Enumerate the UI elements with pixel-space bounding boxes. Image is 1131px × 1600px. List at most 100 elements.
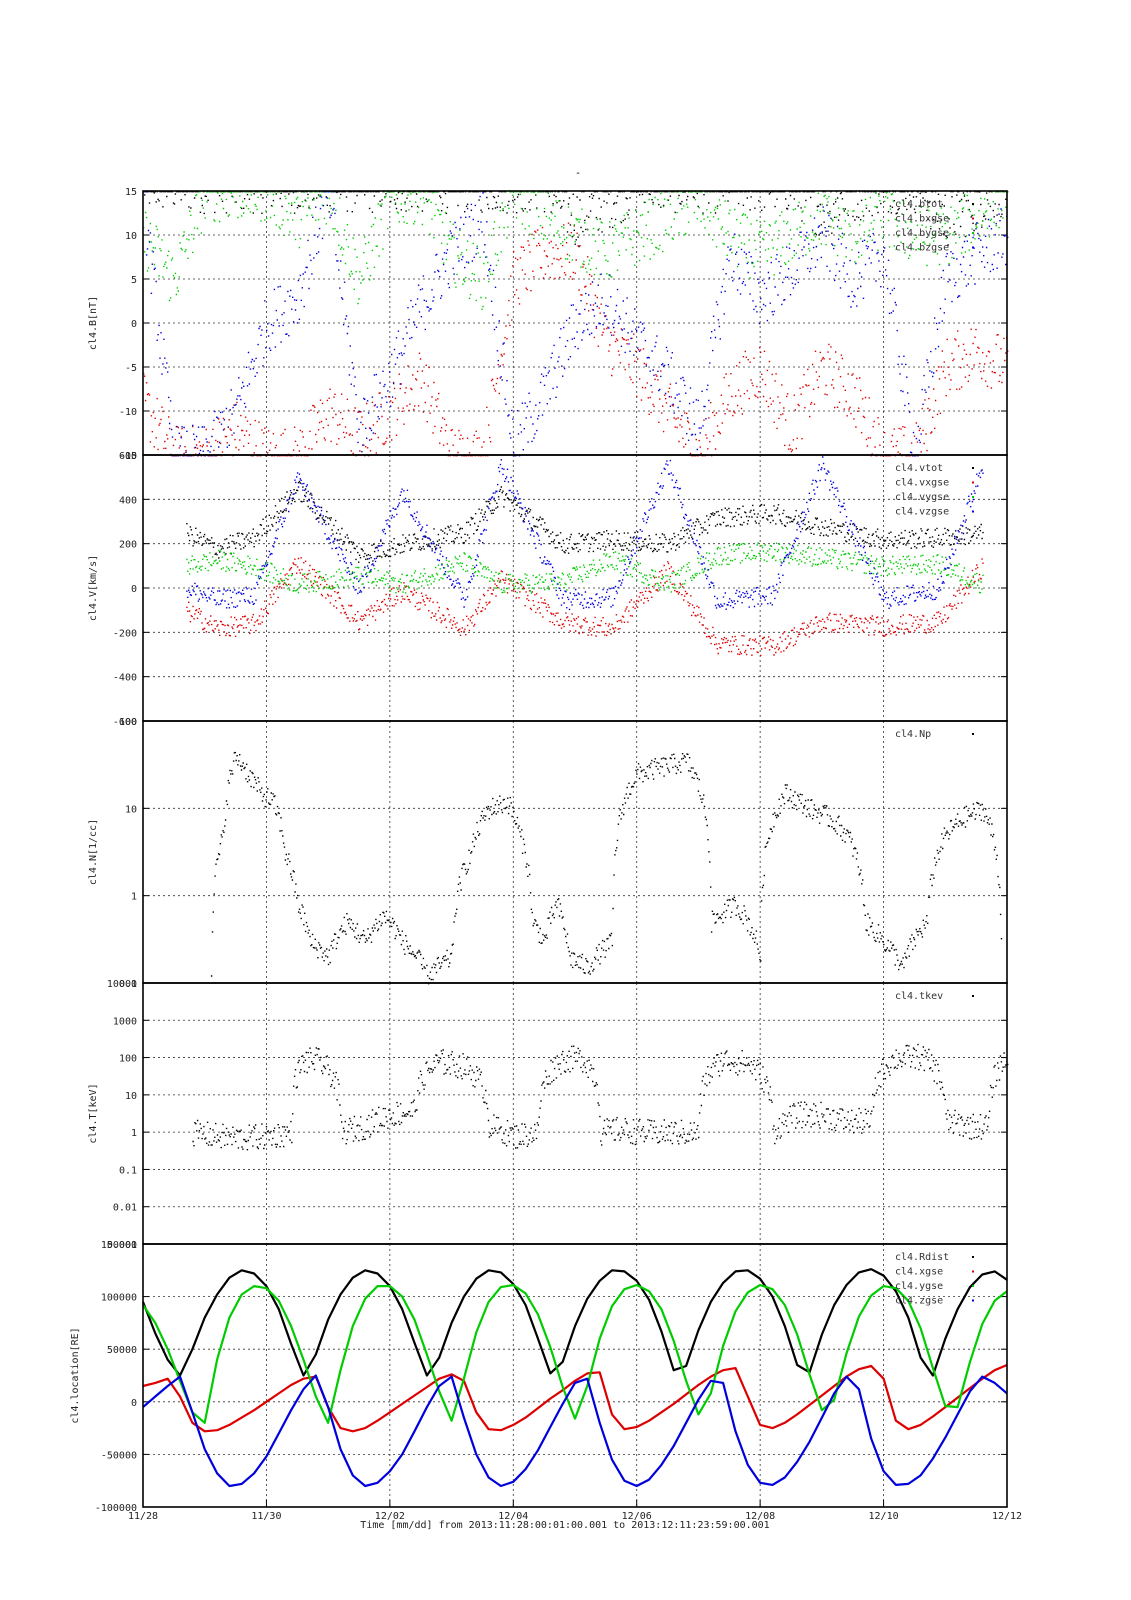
y-tick-label: 0	[131, 584, 137, 595]
x-axis-title: Time [mm/dd] from 2013:11:28:00:01:00.00…	[360, 1520, 769, 1531]
legend-entry: cl4.zgse	[895, 1296, 943, 1307]
legend-marker	[972, 1299, 974, 1302]
series-line	[142, 1283, 1008, 1424]
legend-entry: cl4.xgse	[895, 1267, 943, 1278]
panel-2: -600 -400 -200 0 200 400 600 cl4.V[km/s] cl4.vto…	[88, 451, 1008, 728]
legend-entry: cl4.tkev	[895, 991, 943, 1002]
legend-marker	[972, 203, 974, 205]
panel-frame	[142, 720, 1008, 984]
x-tick-label: 11/30	[251, 1511, 281, 1522]
legend-marker	[972, 1256, 974, 1258]
legend-marker	[972, 481, 974, 484]
y-tick-label: 600	[119, 451, 137, 462]
y-tick-label: 0.1	[119, 1165, 137, 1176]
panel-1: -15 -10 -5 0 5 10 15 cl4.B[nT] cl4.btot cl4.bxgse…	[88, 187, 1009, 462]
y-tick-label: 0	[131, 319, 137, 330]
y-axis-label: cl4.T[keV]	[88, 1083, 99, 1143]
legend-marker	[972, 1285, 974, 1287]
series-points	[186, 456, 984, 611]
legend-marker	[972, 1270, 974, 1273]
y-tick-label: 100000	[101, 1293, 137, 1304]
legend-entry: cl4.Np	[895, 729, 931, 740]
y-tick-label: 400	[119, 495, 137, 506]
x-tick-label: 12/02	[375, 1511, 405, 1522]
series-points	[143, 222, 1009, 457]
legend-marker	[972, 510, 974, 513]
legend-entry: cl4.vzgse	[895, 507, 949, 518]
legend: cl4.tkev	[895, 991, 974, 1002]
legend-marker	[972, 733, 974, 735]
series-group	[186, 456, 984, 657]
legend-entry: cl4.vygse	[895, 492, 949, 503]
legend-entry: cl4.vxgse	[895, 478, 949, 489]
y-axis-label: cl4.B[nT]	[88, 296, 99, 350]
series-line	[142, 1374, 1008, 1488]
y-tick-label: 200	[119, 540, 137, 551]
legend-marker	[972, 496, 974, 498]
series-group	[192, 1043, 1009, 1151]
legend-entry: cl4.ygse	[895, 1281, 943, 1292]
y-tick-label: -600	[113, 717, 137, 728]
panel-4: 0.001 0.01 0.1 1 10 100 1000 10000 cl4.T[keV] cl4…	[88, 979, 1009, 1251]
y-tick-label: 150000	[101, 1240, 137, 1251]
legend-marker	[972, 246, 974, 249]
series-points	[143, 191, 1009, 457]
x-tick-label: 12/12	[992, 1511, 1022, 1522]
legend-marker	[972, 232, 974, 234]
series-points	[186, 480, 984, 564]
y-tick-label: -50000	[101, 1450, 137, 1461]
top-mark: -	[575, 168, 581, 179]
y-tick-label: 0	[131, 1398, 137, 1409]
legend-entry: cl4.vtot	[895, 463, 943, 474]
y-axis-label: cl4.N[1/cc]	[88, 819, 99, 885]
y-tick-label: -200	[113, 628, 137, 639]
legend-marker	[972, 467, 974, 469]
y-tick-label: -400	[113, 673, 137, 684]
legend-entry: cl4.bzgse	[895, 243, 949, 254]
series-points	[186, 557, 984, 657]
legend: cl4.vtot cl4.vxgse cl4.vygse cl4.vzgse	[895, 463, 974, 518]
y-tick-label: 100	[119, 1054, 137, 1065]
series-points	[143, 191, 1009, 310]
y-tick-label: -100000	[95, 1503, 137, 1514]
y-tick-label: 50000	[107, 1345, 137, 1356]
y-tick-label: 15	[125, 187, 137, 198]
legend-marker	[972, 217, 974, 220]
y-tick-label: 0.01	[113, 1203, 137, 1214]
y-tick-label: 0.1	[119, 979, 137, 990]
y-tick-label: 1000	[113, 1016, 137, 1027]
y-tick-label: -5	[125, 363, 137, 374]
y-tick-label: 10	[125, 804, 137, 815]
legend-entry: cl4.bxgse	[895, 214, 949, 225]
x-tick-label: 12/08	[745, 1511, 775, 1522]
legend: cl4.btot cl4.bxgse cl4.bygse cl4.bzgse	[895, 199, 974, 254]
y-tick-label: -15	[119, 451, 137, 462]
legend-entry: cl4.Rdist	[895, 1252, 949, 1263]
x-tick-label: 12/04	[498, 1511, 528, 1522]
y-tick-label: 1	[131, 1128, 137, 1139]
y-axis-label: cl4.V[km/s]	[88, 555, 99, 621]
y-tick-label: 10000	[107, 979, 137, 990]
y-tick-label: 5	[131, 275, 137, 286]
y-tick-label: 0.001	[107, 1240, 137, 1251]
panel-5: -100000 -50000 0 50000 100000 150000 cl4.locat…	[70, 1240, 1008, 1514]
y-axis-label: cl4.location[RE]	[70, 1327, 81, 1423]
x-tick-label: 12/10	[869, 1511, 899, 1522]
x-tick-label: 11/28	[128, 1511, 158, 1522]
panel-frame	[142, 1243, 1008, 1508]
y-tick-label: 100	[119, 717, 137, 728]
panel-3: 0.1 1 10 100 cl4.N[1/cc] cl4.Np	[88, 717, 1008, 990]
legend-entry: cl4.bygse	[895, 228, 949, 239]
legend-marker	[972, 995, 974, 997]
series-group	[143, 191, 1009, 457]
x-axis: 11/28 11/30 12/02 12/04 12/06 12/08 12/10 12/12	[128, 1500, 1022, 1522]
panel-frame	[142, 982, 1008, 1245]
y-tick-label: 10	[125, 1091, 137, 1102]
series-group	[141, 1268, 1008, 1488]
x-tick-label: 12/06	[622, 1511, 652, 1522]
legend: cl4.Rdist cl4.xgse cl4.ygse cl4.zgse	[895, 1252, 974, 1307]
series-line	[141, 1268, 1008, 1377]
y-tick-label: 1	[131, 892, 137, 903]
series-points	[186, 542, 984, 594]
legend-entry: cl4.btot	[895, 199, 943, 210]
